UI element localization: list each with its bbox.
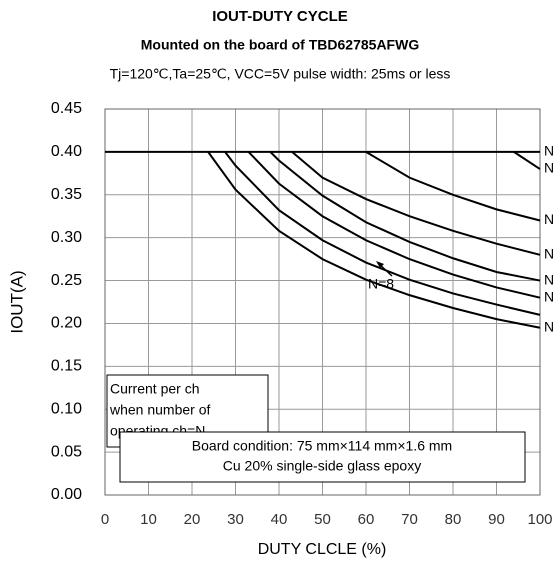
y-tick-label: 0.45: [51, 100, 82, 117]
line: [269, 151, 541, 282]
note-text: Current per ch: [110, 381, 199, 397]
board-text: Board condition: 75 mm×114 mm×1.6 mm: [192, 438, 452, 454]
x-tick-label: 80: [445, 511, 462, 528]
x-tick-label: 60: [358, 511, 375, 528]
y-tick-label: 0.15: [51, 358, 82, 375]
annotation-arrowhead: [376, 261, 384, 268]
line: [207, 151, 541, 329]
y-tick-label: 0.10: [51, 400, 82, 417]
y-tick-label: 0.05: [51, 443, 82, 460]
series-label: N: [544, 271, 554, 287]
board-text: Cu 20% single-side glass epoxy: [223, 458, 421, 474]
chart-title: IOUT-DUTY CYCLE: [212, 8, 348, 25]
series-label: N: [544, 318, 554, 334]
note-text: when number of: [109, 402, 211, 418]
y-tick-label: 0.35: [51, 186, 82, 203]
series-label: N: [544, 246, 554, 262]
y-tick-label: 0.30: [51, 229, 82, 246]
line: [513, 151, 541, 170]
x-tick-label: 70: [401, 511, 418, 528]
y-tick-label: 0.20: [51, 315, 82, 332]
x-tick-label: 100: [527, 511, 552, 528]
series-label: N: [544, 288, 554, 304]
series-label: N: [544, 211, 554, 227]
x-tick-label: 90: [488, 511, 505, 528]
conditions: Tj=120℃,Ta=25℃, VCC=5V pulse width: 25ms…: [110, 66, 451, 82]
x-tick-label: 20: [184, 511, 201, 528]
line: [224, 151, 541, 316]
x-axis-label: DUTY CLCLE (%): [258, 541, 387, 558]
line: [247, 151, 541, 299]
annotation: N=8: [368, 276, 394, 292]
y-axis-label: IOUT(A): [7, 270, 26, 333]
line: [365, 151, 541, 222]
x-tick-label: 50: [314, 511, 331, 528]
chart-subtitle: Mounted on the board of TBD62785AFWG: [141, 37, 420, 53]
y-tick-label: 0.00: [51, 486, 82, 503]
x-tick-label: 10: [140, 511, 157, 528]
series-label: N: [544, 143, 554, 159]
line: [291, 151, 541, 256]
x-tick-label: 0: [101, 511, 109, 528]
series-label: N: [544, 160, 554, 176]
y-tick-label: 0.25: [51, 272, 82, 289]
x-tick-label: 40: [271, 511, 288, 528]
x-tick-label: 30: [227, 511, 244, 528]
y-tick-label: 0.40: [51, 143, 82, 160]
plot-frame: [104, 108, 541, 496]
board-box: [119, 431, 526, 483]
